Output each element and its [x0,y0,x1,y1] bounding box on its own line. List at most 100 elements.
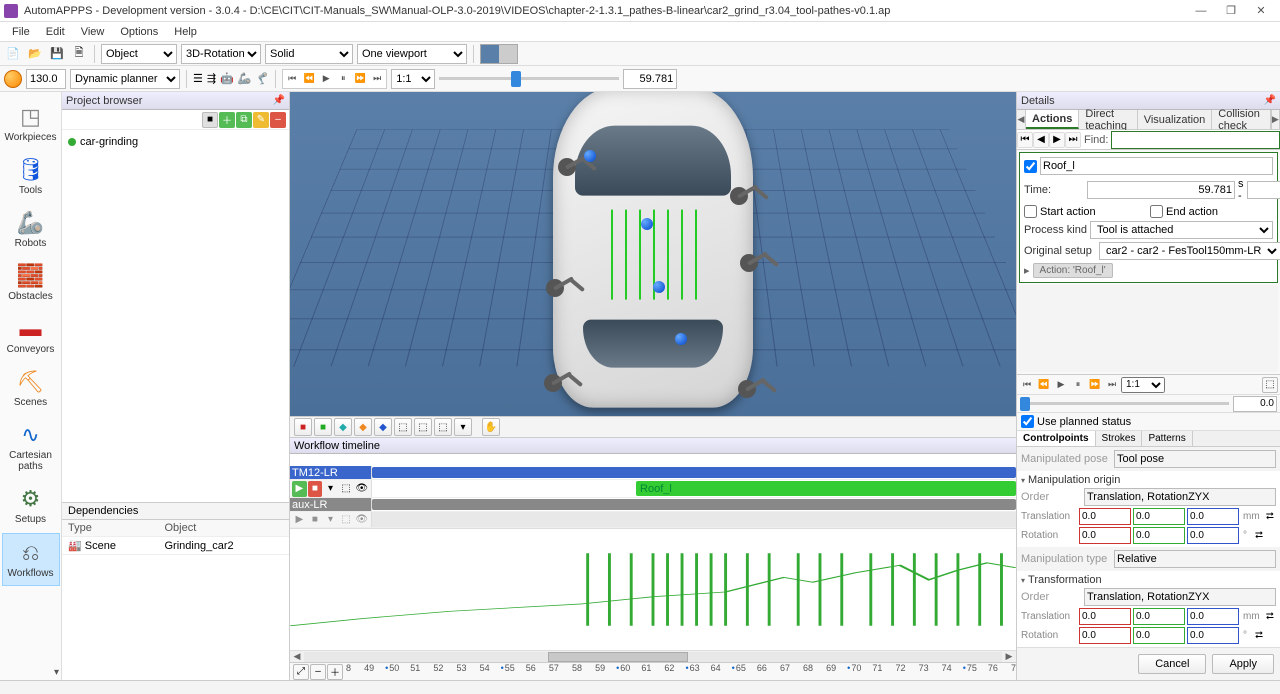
sub-goto-end-button[interactable]: ⏭ [1104,377,1120,393]
subtab-controlpoints[interactable]: Controlpoints [1017,431,1096,446]
goto-start-button[interactable]: ⏮ [284,71,300,87]
close-button[interactable]: ✕ [1246,1,1276,21]
origin-tx-input[interactable] [1079,508,1131,525]
sub-playback-ratio-select[interactable]: 1:1 [1121,377,1165,393]
item-name-input[interactable] [1040,157,1273,175]
open-folder-icon[interactable]: 📂 [26,45,44,63]
link-icon[interactable]: ⮂ [1251,528,1267,544]
sub-slider-thumb[interactable] [1020,397,1030,411]
simulate-icon[interactable] [4,70,22,88]
track-play-icon[interactable]: ▶ [292,512,307,527]
stop-icon[interactable]: ■ [202,112,218,128]
track-menu-icon[interactable]: ▾ [323,481,338,497]
track-stop-icon[interactable]: ■ [308,481,323,497]
menu-view[interactable]: View [73,24,113,40]
viewports-mode-select[interactable]: One viewport [357,44,467,64]
deps-col-type[interactable]: Type [62,520,159,537]
find-first-icon[interactable]: ⏮ [1017,132,1033,148]
vp-btn-red[interactable]: ■ [294,418,312,436]
link-icon[interactable]: ⮂ [1264,509,1276,525]
manip-origin-title[interactable]: Manipulation origin [1021,474,1276,486]
rotation-mode-select[interactable]: 3D-Rotation [181,44,261,64]
sidebar-item-scenes[interactable]: ⛏ Scenes [2,363,60,414]
track-eye-icon[interactable]: 👁 [354,512,369,527]
sub-goto-start-button[interactable]: ⏮ [1019,377,1035,393]
robot2-icon[interactable]: 🦾 [238,72,252,85]
link-icon[interactable]: ⮂ [1251,628,1267,644]
planned-status-checkbox[interactable] [1021,415,1034,428]
sub-step-back-button[interactable]: ⏪ [1036,377,1052,393]
timeline-graph[interactable] [290,528,1016,650]
step-back-button[interactable]: ⏪ [301,71,317,87]
edit-icon[interactable]: ✎ [253,112,269,128]
zoom-out-icon[interactable]: – [310,664,326,680]
delete-icon[interactable]: – [270,112,286,128]
tz-input[interactable] [1187,608,1239,625]
shading-mode-select[interactable]: Solid [265,44,353,64]
track-stop-icon[interactable]: ■ [308,512,323,527]
sidebar-item-conveyors[interactable]: ▬ Conveyors [2,310,60,361]
timeline-bar-roof[interactable]: Roof_l [636,481,1016,496]
cancel-button[interactable]: Cancel [1138,654,1206,674]
find-next-icon[interactable]: ▶ [1049,132,1065,148]
sidebar-item-setups[interactable]: ⚙ Setups [2,480,60,531]
pin-icon[interactable]: 📌 [1264,95,1276,106]
subtab-strokes[interactable]: Strokes [1096,431,1143,446]
timeline-bar[interactable] [372,499,1016,510]
3d-viewport[interactable] [290,92,1016,416]
tab-actions[interactable]: Actions [1026,110,1079,129]
menu-edit[interactable]: Edit [38,24,73,40]
sidebar-item-tools[interactable]: 🛢 Tools [2,151,60,202]
sub-opt-icon[interactable]: ⬚ [1262,377,1278,393]
sub-time-slider[interactable] [1017,395,1280,413]
new-file-icon[interactable]: 📄 [4,45,22,63]
sidebar-item-workflows[interactable]: ⎌ Workflows [2,533,60,586]
sub-play-button[interactable]: ▶ [1053,377,1069,393]
tabs-prev-icon[interactable]: ◀ [1017,110,1026,129]
play-button[interactable]: ▶ [318,71,334,87]
link-icon[interactable]: ⮂ [1264,609,1276,625]
current-time-input[interactable] [623,69,677,89]
expand-icon[interactable]: ▸ [1024,264,1030,277]
robot-icon[interactable]: 🤖 [220,72,234,85]
vp-btn-1[interactable]: ⬚ [394,418,412,436]
track-eye-icon[interactable]: 👁 [354,481,369,497]
transformation-title[interactable]: Transformation [1021,574,1276,586]
object-mode-select[interactable]: Object [101,44,177,64]
tree-icon[interactable]: ⇶ [207,72,216,85]
end-action-checkbox[interactable] [1150,205,1163,218]
menu-help[interactable]: Help [166,24,205,40]
step-fwd-button[interactable]: ⏩ [352,71,368,87]
origin-ty-input[interactable] [1133,508,1185,525]
speed-input[interactable] [26,69,66,89]
track-menu-icon[interactable]: ▾ [323,512,338,527]
timeline-track[interactable]: ▶ ■ ▾ ⬚ 👁 Roof_l [290,480,1016,498]
action-chip[interactable]: Action: 'Roof_l' [1033,263,1113,278]
origin-tz-input[interactable] [1187,508,1239,525]
add-icon[interactable]: ＋ [219,112,235,128]
planner-select[interactable]: Dynamic planner [70,69,180,89]
process-kind-select[interactable]: Tool is attached [1090,221,1273,239]
tabs-next-icon[interactable]: ▶ [1271,110,1280,129]
find-prev-icon[interactable]: ◀ [1033,132,1049,148]
goto-end-button[interactable]: ⏭ [369,71,385,87]
tab-visualization[interactable]: Visualization [1138,110,1213,129]
pause-button[interactable]: ⏸ [335,71,351,87]
deps-col-object[interactable]: Object [159,520,290,537]
sidebar-expand-button[interactable]: ▾ [54,667,59,678]
timeline-bar[interactable] [372,467,1016,478]
vp-btn-cyan[interactable]: ◆ [334,418,352,436]
ry-input[interactable] [1133,627,1185,644]
vp-dropdown[interactable]: ▾ [454,418,472,436]
maximize-button[interactable]: ❐ [1216,1,1246,21]
tree-node[interactable]: car-grinding [66,134,285,150]
start-action-checkbox[interactable] [1024,205,1037,218]
sidebar-item-cartesian[interactable]: ∿ Cartesian paths [2,416,60,478]
vp-pan-icon[interactable]: ✋ [482,418,500,436]
timeline-track[interactable]: TM12-LR [290,466,1016,480]
item-enabled-checkbox[interactable] [1024,160,1037,173]
vp-btn-blue[interactable]: ◆ [374,418,392,436]
time-slider[interactable] [439,69,619,89]
origin-rz-input[interactable] [1187,527,1239,544]
time-from-input[interactable] [1087,181,1235,199]
